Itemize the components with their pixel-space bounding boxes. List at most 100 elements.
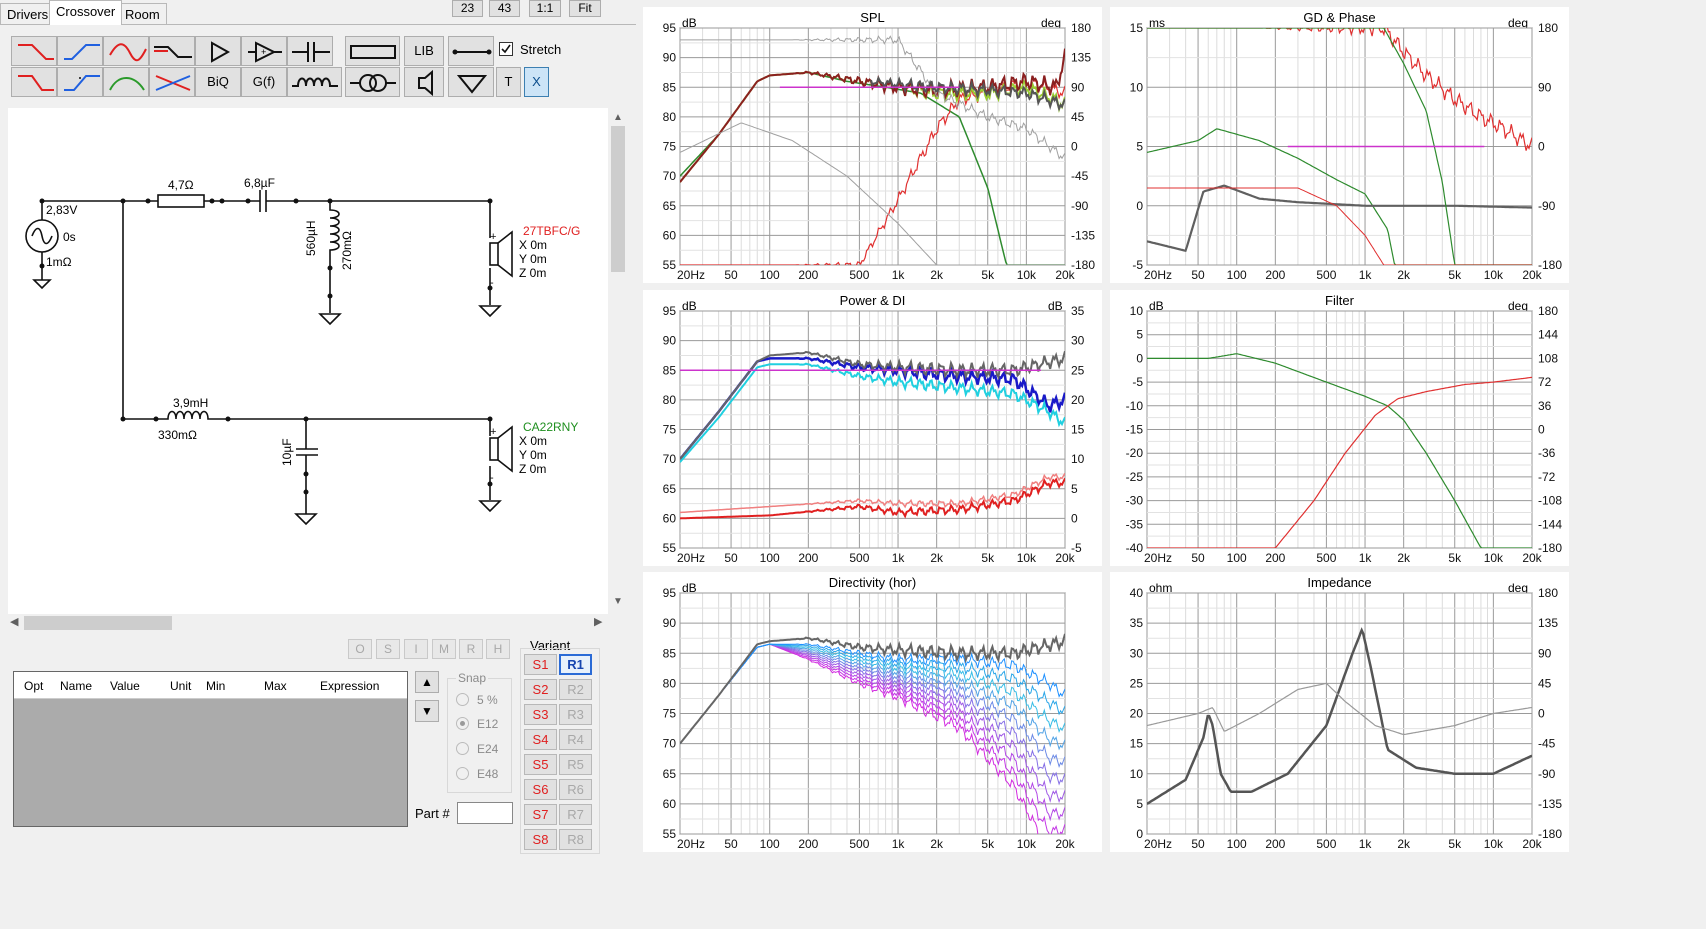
highpass-2-button[interactable] xyxy=(57,67,103,97)
gd-phase-chart[interactable]: GD & Phase ms deg 15 10 5 0 -5 180 90 0 -90 -180 2… xyxy=(1110,7,1569,283)
power-ytick-left: 90 xyxy=(663,334,677,348)
preset-43-button[interactable]: 43 xyxy=(489,0,520,17)
lowpass-1-button[interactable] xyxy=(11,36,57,66)
opt-s-button[interactable]: S xyxy=(376,639,400,659)
power-ytick-left: 60 xyxy=(663,511,677,525)
variant-s6-button[interactable]: S6 xyxy=(524,779,557,800)
filter-xtick: 1k xyxy=(1359,551,1373,565)
col-unit[interactable]: Unit xyxy=(170,679,192,693)
horizontal-scrollbar[interactable]: ◀ ▶ xyxy=(8,614,608,632)
woofer-x-label: X 0m xyxy=(519,434,548,448)
opt-m-button[interactable]: M xyxy=(432,639,456,659)
driver-button[interactable] xyxy=(404,67,444,97)
impedance-chart[interactable]: Impedance ohm deg 40 35 30 25 20 15 10 5 0 180 135… xyxy=(1110,572,1569,852)
biquad-button[interactable]: BiQ xyxy=(195,67,241,97)
opt-o-button[interactable]: O xyxy=(348,639,372,659)
filter-chart[interactable]: Filter dB deg 10 5 0 -5 -10 -15 -20 -25 -30 -35 -4… xyxy=(1110,290,1569,566)
spl-chart[interactable]: SPL dB deg 95 90 85 80 75 70 65 60 55 180 135 90 45 0… xyxy=(643,7,1102,283)
snap-e12-radio[interactable] xyxy=(456,717,469,730)
stretch-checkbox[interactable] xyxy=(499,42,513,56)
arrow-up-icon: ▲ xyxy=(421,675,433,689)
variant-s8-button[interactable]: S8 xyxy=(524,829,557,850)
vertical-scrollbar[interactable]: ▲ ▼ xyxy=(608,108,628,614)
col-opt[interactable]: Opt xyxy=(24,679,44,693)
filter-xtick: 10k xyxy=(1484,551,1504,565)
scroll-right-icon[interactable]: ▶ xyxy=(594,616,603,628)
zoom-1-1-button[interactable]: 1:1 xyxy=(529,0,561,17)
filter-ytick-left: -40 xyxy=(1126,541,1144,555)
schematic-canvas[interactable]: + - + - 2,83V 0s 1mΩ 4,7Ω 6,8µF 560µH 270m… xyxy=(8,108,608,614)
resistor-button[interactable] xyxy=(345,36,400,66)
transfer-function-button[interactable]: G(f) xyxy=(241,67,287,97)
opt-r-button[interactable]: R xyxy=(459,639,483,659)
variant-r8-button[interactable]: R8 xyxy=(559,829,592,850)
inductor-button[interactable] xyxy=(287,67,342,97)
imp-ytick-left: 20 xyxy=(1130,707,1144,721)
scroll-down-icon[interactable]: ▼ xyxy=(613,596,623,607)
col-min[interactable]: Min xyxy=(206,679,226,693)
directivity-chart[interactable]: Directivity (hor) dB 95 90 85 80 75 70 65 60 55 2… xyxy=(643,572,1102,852)
fit-button[interactable]: Fit xyxy=(569,0,601,17)
variant-s3-button[interactable]: S3 xyxy=(524,704,557,725)
delete-button[interactable]: X xyxy=(524,67,549,97)
scroll-left-icon[interactable]: ◀ xyxy=(10,616,19,628)
shelf-button[interactable] xyxy=(149,36,195,66)
col-value[interactable]: Value xyxy=(110,679,140,693)
imp-ytick-left: 15 xyxy=(1130,737,1144,751)
gd-tweeter-phase-curve xyxy=(1147,28,1532,151)
dir-ytick-left: 95 xyxy=(663,586,677,600)
variant-r1-button[interactable]: R1 xyxy=(559,654,592,675)
opt-h-button[interactable]: H xyxy=(486,639,510,659)
variant-s1-button[interactable]: S1 xyxy=(524,654,557,675)
capacitor-button[interactable] xyxy=(287,36,333,66)
filter-ytick-left: 5 xyxy=(1136,328,1143,342)
scroll-up-icon[interactable]: ▲ xyxy=(613,112,623,123)
filter-ytick-right: 0 xyxy=(1538,423,1545,437)
imp-xtick: 5k xyxy=(1448,837,1462,851)
snap-e24-radio[interactable] xyxy=(456,742,469,755)
imp-magnitude-curve xyxy=(1147,627,1532,805)
variant-s5-button[interactable]: S5 xyxy=(524,754,557,775)
highpass-1-button[interactable] xyxy=(57,36,103,66)
power-ytick-left: 65 xyxy=(663,482,677,496)
tab-drivers[interactable]: Drivers xyxy=(0,3,56,24)
col-max[interactable]: Max xyxy=(264,679,287,693)
variant-s7-button[interactable]: S7 xyxy=(524,804,557,825)
move-up-button[interactable]: ▲ xyxy=(415,671,439,693)
opt-i-button[interactable]: I xyxy=(404,639,428,659)
text-button[interactable]: T xyxy=(496,67,521,97)
move-down-button[interactable]: ▼ xyxy=(415,700,439,722)
variant-s4-button[interactable]: S4 xyxy=(524,729,557,750)
tab-room[interactable]: Room xyxy=(118,3,167,24)
horizontal-scroll-thumb[interactable] xyxy=(24,616,172,630)
variant-r3-button[interactable]: R3 xyxy=(559,704,592,725)
variant-r7-button[interactable]: R7 xyxy=(559,804,592,825)
preset-23-button[interactable]: 23 xyxy=(452,0,483,17)
snap-5-radio[interactable] xyxy=(456,693,469,706)
col-name[interactable]: Name xyxy=(60,679,93,693)
parameter-table[interactable]: Opt Name Value Unit Min Max Expression xyxy=(13,671,408,827)
ground-button[interactable] xyxy=(448,67,494,97)
lowpass-2-button[interactable] xyxy=(11,67,57,97)
notch-button[interactable] xyxy=(103,67,149,97)
library-button[interactable]: LIB xyxy=(404,36,444,66)
transformer-button[interactable] xyxy=(345,67,400,97)
col-expression[interactable]: Expression xyxy=(320,679,380,693)
variant-r4-button[interactable]: R4 xyxy=(559,729,592,750)
bandpass-button[interactable] xyxy=(103,36,149,66)
variant-r2-button[interactable]: R2 xyxy=(559,679,592,700)
variant-r6-button[interactable]: R6 xyxy=(559,779,592,800)
variant-r5-button[interactable]: R5 xyxy=(559,754,592,775)
imp-phase-curve xyxy=(1147,682,1532,735)
part-number-input[interactable] xyxy=(457,802,513,824)
snap-e48-radio[interactable] xyxy=(456,767,469,780)
amplifier-button[interactable] xyxy=(195,36,241,66)
allpass-button[interactable] xyxy=(149,67,195,97)
variant-s2-button[interactable]: S2 xyxy=(524,679,557,700)
vertical-scroll-thumb[interactable] xyxy=(611,126,625,272)
tab-crossover[interactable]: Crossover xyxy=(49,0,123,25)
opamp-button[interactable]: + xyxy=(241,36,287,66)
power-di-chart[interactable]: Power & DI dB dB 95 90 85 80 75 70 65 60 55 35 30 2… xyxy=(643,290,1102,566)
snap-e48-label: E48 xyxy=(477,767,499,781)
wire-button[interactable] xyxy=(448,36,494,66)
